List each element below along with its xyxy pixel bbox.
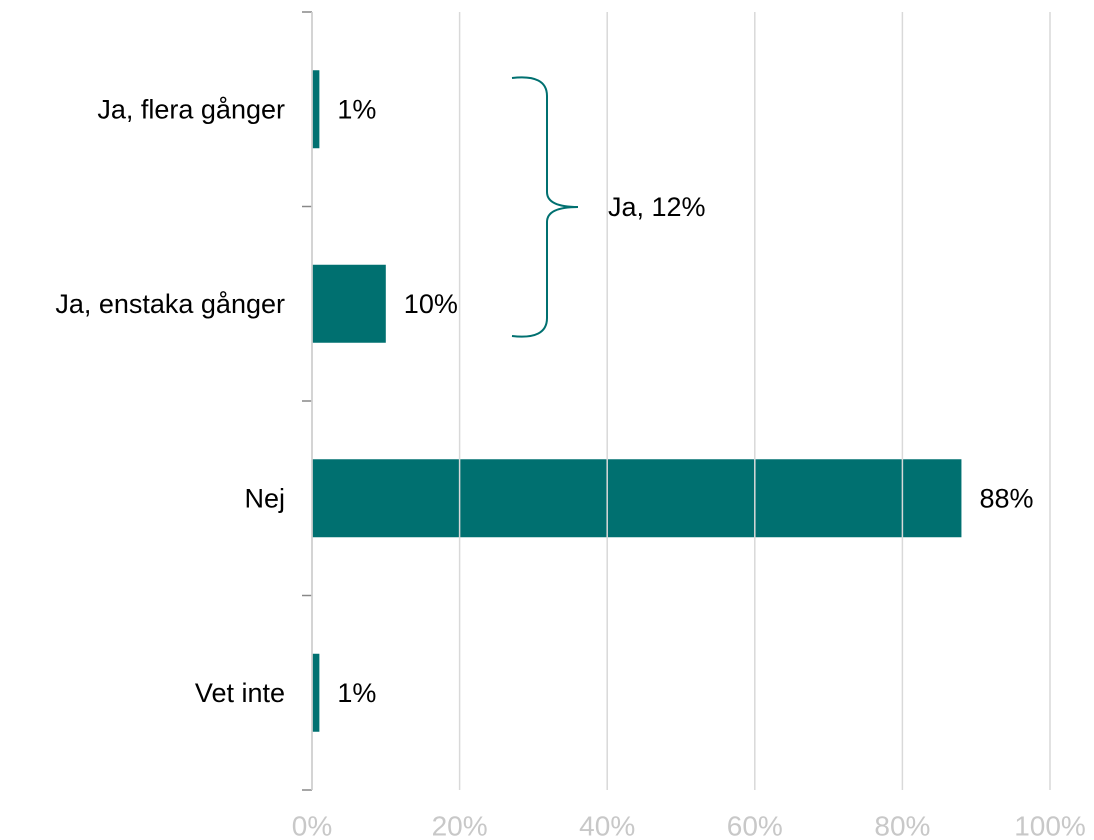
value-label: 1% bbox=[337, 678, 376, 708]
x-tick-label: 100% bbox=[1014, 810, 1086, 840]
bar bbox=[312, 70, 320, 149]
category-label: Ja, enstaka gånger bbox=[55, 289, 285, 319]
brace bbox=[511, 76, 579, 338]
value-label: 10% bbox=[404, 289, 458, 319]
x-tick-label: 60% bbox=[727, 810, 783, 840]
category-label: Ja, flera gånger bbox=[97, 94, 285, 124]
annotation: Ja, 12% bbox=[608, 192, 706, 222]
value-label: 88% bbox=[979, 483, 1033, 513]
bar bbox=[312, 459, 962, 538]
category-label: Vet inte bbox=[195, 678, 285, 708]
bar bbox=[312, 264, 386, 343]
x-tick-label: 40% bbox=[579, 810, 635, 840]
x-tick-label: 0% bbox=[292, 810, 332, 840]
bar bbox=[312, 653, 320, 732]
category-label: Nej bbox=[244, 483, 285, 513]
x-tick-label: 20% bbox=[432, 810, 488, 840]
x-tick-label: 80% bbox=[874, 810, 930, 840]
value-label: 1% bbox=[337, 94, 376, 124]
